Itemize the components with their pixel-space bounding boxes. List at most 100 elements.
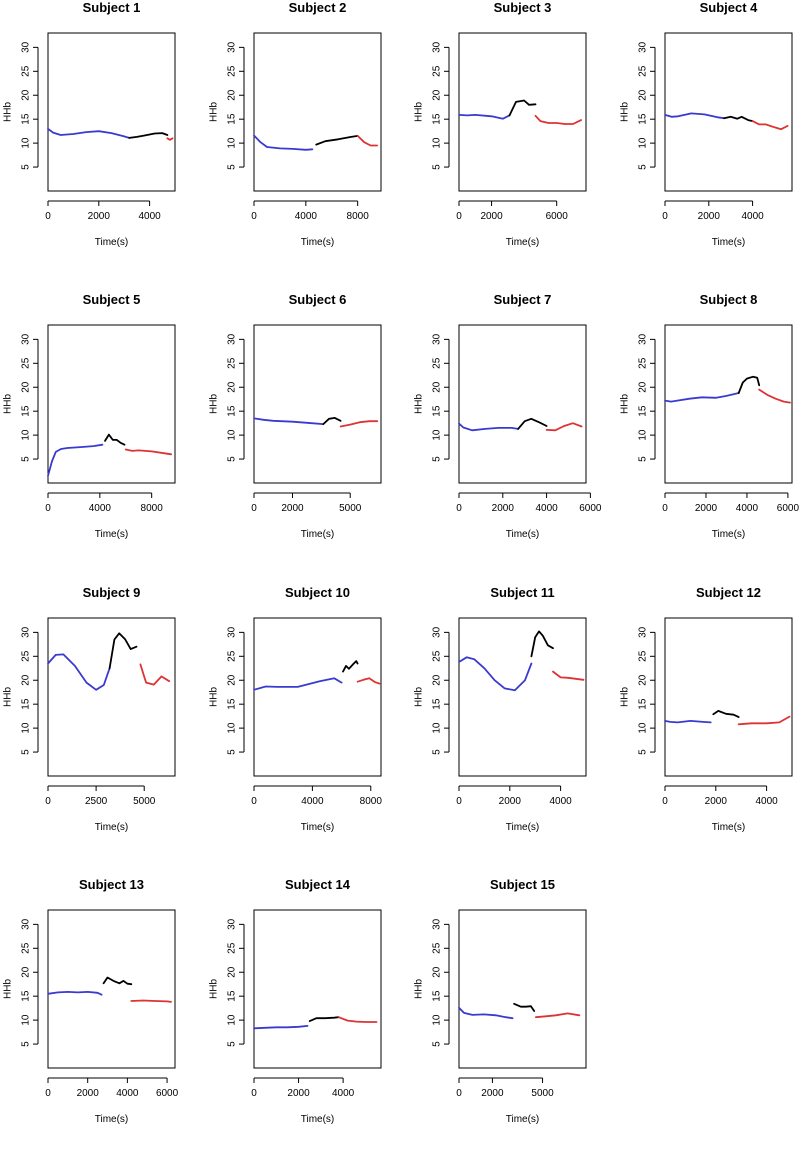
subplot-svg: Subject 15 5 10 15 20 25 30 HHb 0 2000 5000 Time(s) xyxy=(414,877,587,1125)
x-tick-label: 0 xyxy=(45,503,51,514)
x-tick-label: 4000 xyxy=(535,503,558,514)
subplot-subject-14: Subject 14 5 10 15 20 25 30 HHb 0 2000 4000 Time(s) xyxy=(206,877,406,1167)
y-tick-label: 30 xyxy=(432,626,443,638)
series-line-2 xyxy=(723,115,754,122)
y-tick-label: 5 xyxy=(227,749,238,755)
y-axis-label: HHb xyxy=(414,394,425,414)
x-tick-label: 0 xyxy=(456,796,462,807)
subplot-svg: Subject 5 5 10 15 20 25 30 HHb 0 4000 8000 Time(s) xyxy=(3,292,176,540)
y-axis-label: HHb xyxy=(209,394,220,414)
chart-title: Subject 15 xyxy=(490,877,555,892)
series-line-2 xyxy=(128,132,169,139)
subplot-svg: Subject 2 5 10 15 20 25 30 HHb 0 4000 8000 Time(s) xyxy=(209,0,382,248)
y-tick-label: 30 xyxy=(227,626,238,638)
plot-frame xyxy=(664,324,793,484)
series-line-3 xyxy=(356,134,379,147)
plot-frame xyxy=(458,617,587,777)
x-axis-label: Time(s) xyxy=(301,822,335,833)
subplot-subject-12: Subject 12 5 10 15 20 25 30 HHb 0 2000 4000 Time(s) xyxy=(617,585,800,875)
subplot-subject-10: Subject 10 5 10 15 20 25 30 HHb 0 4000 8000 Time(s) xyxy=(206,585,406,875)
chart-title: Subject 7 xyxy=(494,292,552,307)
x-axis-label: Time(s) xyxy=(95,1114,129,1125)
y-tick-label: 30 xyxy=(638,41,649,53)
y-tick-label: 5 xyxy=(227,456,238,462)
y-tick-label: 20 xyxy=(638,89,649,101)
subplot-subject-4: Subject 4 5 10 15 20 25 30 HHb 0 2000 4000 Time(s) xyxy=(617,0,800,290)
x-tick-label: 6000 xyxy=(579,503,602,514)
x-tick-label: 4000 xyxy=(116,1088,139,1099)
x-tick-label: 8000 xyxy=(347,211,370,222)
subplot-subject-3: Subject 3 5 10 15 20 25 30 HHb 0 2000 6000 Time(s) xyxy=(411,0,611,290)
chart-title: Subject 8 xyxy=(700,292,758,307)
chart-title: Subject 4 xyxy=(700,0,759,15)
x-axis-label: Time(s) xyxy=(712,822,746,833)
y-tick-label: 25 xyxy=(227,942,238,954)
y-tick-label: 5 xyxy=(638,749,649,755)
chart-title: Subject 12 xyxy=(696,585,761,600)
subplot-subject-8: Subject 8 5 10 15 20 25 30 HHb 0 2000 4000 6000 Time… xyxy=(617,292,800,582)
plot-frame xyxy=(664,32,793,192)
y-tick-label: 25 xyxy=(227,357,238,369)
x-tick-label: 0 xyxy=(662,211,668,222)
y-tick-label: 30 xyxy=(21,41,32,53)
x-tick-label: 6000 xyxy=(546,211,569,222)
chart-title: Subject 5 xyxy=(83,292,141,307)
chart-title: Subject 13 xyxy=(79,877,144,892)
x-tick-label: 4000 xyxy=(332,1088,355,1099)
plot-frame xyxy=(458,909,587,1069)
x-tick-label: 0 xyxy=(662,503,668,514)
series-line-1 xyxy=(458,422,519,432)
subplot-subject-5: Subject 5 5 10 15 20 25 30 HHb 0 4000 8000 Time(s) xyxy=(0,292,200,582)
y-tick-label: 30 xyxy=(21,333,32,345)
subplot-subject-6: Subject 6 5 10 15 20 25 30 HHb 0 2000 5000 Time(s) xyxy=(206,292,406,582)
chart-title: Subject 14 xyxy=(285,877,351,892)
y-tick-label: 10 xyxy=(21,722,32,734)
y-tick-label: 25 xyxy=(21,65,32,77)
series-line-2 xyxy=(102,976,133,986)
x-tick-label: 0 xyxy=(45,1088,51,1099)
x-tick-label: 6000 xyxy=(156,1088,179,1099)
subplot-svg: Subject 1 5 10 15 20 25 30 HHb 0 2000 4000 Time(s) xyxy=(3,0,176,248)
subplot-svg: Subject 14 5 10 15 20 25 30 HHb 0 2000 4000 Time(s) xyxy=(209,877,382,1125)
subplot-subject-11: Subject 11 5 10 15 20 25 30 HHb 0 2000 4000 Time(s) xyxy=(411,585,611,875)
x-tick-label: 4000 xyxy=(755,796,778,807)
x-axis-label: Time(s) xyxy=(301,1114,335,1125)
y-tick-label: 15 xyxy=(227,990,238,1002)
x-tick-label: 8000 xyxy=(141,503,164,514)
x-tick-label: 4000 xyxy=(138,211,161,222)
x-tick-label: 6000 xyxy=(777,503,800,514)
x-tick-label: 2000 xyxy=(77,1088,100,1099)
x-tick-label: 2000 xyxy=(698,211,721,222)
y-tick-label: 20 xyxy=(432,89,443,101)
subplot-subject-13: Subject 13 5 10 15 20 25 30 HHb 0 2000 4000 6000 Tim… xyxy=(0,877,200,1167)
series-line-2 xyxy=(508,99,537,117)
series-line-3 xyxy=(124,448,173,456)
x-tick-label: 0 xyxy=(45,796,51,807)
y-tick-label: 5 xyxy=(432,749,443,755)
y-tick-label: 10 xyxy=(432,722,443,734)
series-line-1 xyxy=(664,392,740,403)
y-tick-label: 30 xyxy=(21,918,32,930)
y-tick-label: 25 xyxy=(638,65,649,77)
series-line-2 xyxy=(737,375,761,394)
plot-frame xyxy=(47,617,176,777)
y-tick-label: 25 xyxy=(227,65,238,77)
x-tick-label: 2500 xyxy=(85,796,108,807)
x-axis-label: Time(s) xyxy=(712,529,746,540)
series-line-3 xyxy=(535,1012,581,1019)
y-tick-label: 15 xyxy=(21,698,32,710)
x-axis-label: Time(s) xyxy=(301,529,335,540)
x-axis-label: Time(s) xyxy=(506,237,540,248)
y-tick-label: 5 xyxy=(638,456,649,462)
x-axis-label: Time(s) xyxy=(506,822,540,833)
y-tick-label: 20 xyxy=(21,89,32,101)
y-tick-label: 15 xyxy=(21,990,32,1002)
y-tick-label: 30 xyxy=(432,918,443,930)
y-axis-label: HHb xyxy=(3,687,14,707)
y-tick-label: 25 xyxy=(638,650,649,662)
y-tick-label: 30 xyxy=(227,333,238,345)
subplot-svg: Subject 8 5 10 15 20 25 30 HHb 0 2000 4000 6000 Time… xyxy=(620,292,800,540)
y-tick-label: 25 xyxy=(21,650,32,662)
y-tick-label: 15 xyxy=(21,113,32,125)
y-tick-label: 15 xyxy=(227,113,238,125)
